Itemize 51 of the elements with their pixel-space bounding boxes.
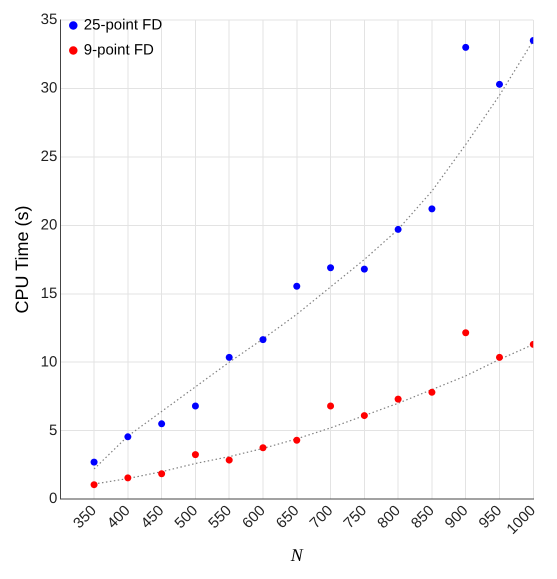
point — [90, 458, 98, 466]
point — [158, 470, 166, 478]
point — [360, 412, 368, 420]
x-tick-label: 650 — [272, 502, 303, 532]
point — [327, 402, 334, 410]
x-tick-label: 350 — [70, 502, 100, 532]
y-tick-label: 30 — [40, 80, 58, 97]
x-tick-label: 600 — [239, 502, 269, 532]
point — [327, 264, 334, 272]
point — [124, 433, 132, 440]
x-tick-label: 700 — [306, 502, 336, 532]
legend-label: 9-point FD — [84, 42, 154, 59]
x-tick-label: 900 — [442, 502, 472, 532]
y-tick-label: 5 — [48, 422, 58, 439]
point — [124, 474, 132, 482]
y-tick-label: 35 — [40, 11, 58, 28]
point — [428, 388, 436, 396]
point — [192, 402, 199, 410]
x-tick-label: 450 — [138, 502, 168, 532]
point — [192, 451, 199, 458]
point — [226, 456, 233, 464]
point — [462, 329, 470, 336]
point — [394, 226, 402, 233]
point — [226, 354, 233, 361]
point — [496, 354, 503, 361]
x-tick-label: 400 — [104, 502, 134, 532]
point — [496, 80, 503, 88]
point — [90, 481, 98, 488]
point — [394, 396, 402, 403]
y-tick-label: 25 — [40, 148, 58, 166]
legend-label: 25-point FD — [84, 16, 162, 34]
x-tick-label: 850 — [408, 502, 438, 532]
x-tick-label: 500 — [171, 502, 202, 532]
point — [259, 444, 266, 452]
y-tick-label: 0 — [48, 490, 58, 508]
x-tick-label: 750 — [340, 502, 370, 532]
y-tick-label: 20 — [40, 216, 58, 234]
y-tick-label: 15 — [40, 284, 58, 302]
y-tick-label: 10 — [40, 353, 58, 370]
point — [462, 44, 470, 51]
point — [293, 436, 300, 444]
x-tick-label: 950 — [476, 502, 506, 532]
point — [428, 205, 436, 212]
point — [293, 282, 300, 290]
point — [259, 336, 266, 344]
x-tick-label: 800 — [374, 502, 404, 532]
y-axis-title: CPU Time (s) — [12, 206, 32, 314]
point — [158, 420, 166, 428]
point — [360, 266, 368, 273]
x-axis-title: N — [290, 544, 304, 565]
x-tick-label: 550 — [205, 502, 235, 532]
